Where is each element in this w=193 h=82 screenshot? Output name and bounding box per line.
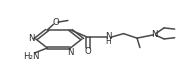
- Text: H₂N: H₂N: [23, 52, 39, 61]
- Text: N: N: [105, 32, 111, 41]
- Text: O: O: [53, 18, 59, 27]
- Text: N: N: [67, 48, 74, 57]
- Text: N: N: [151, 30, 157, 39]
- Text: O: O: [85, 47, 91, 56]
- Text: N: N: [28, 34, 35, 43]
- Text: H: H: [105, 37, 111, 46]
